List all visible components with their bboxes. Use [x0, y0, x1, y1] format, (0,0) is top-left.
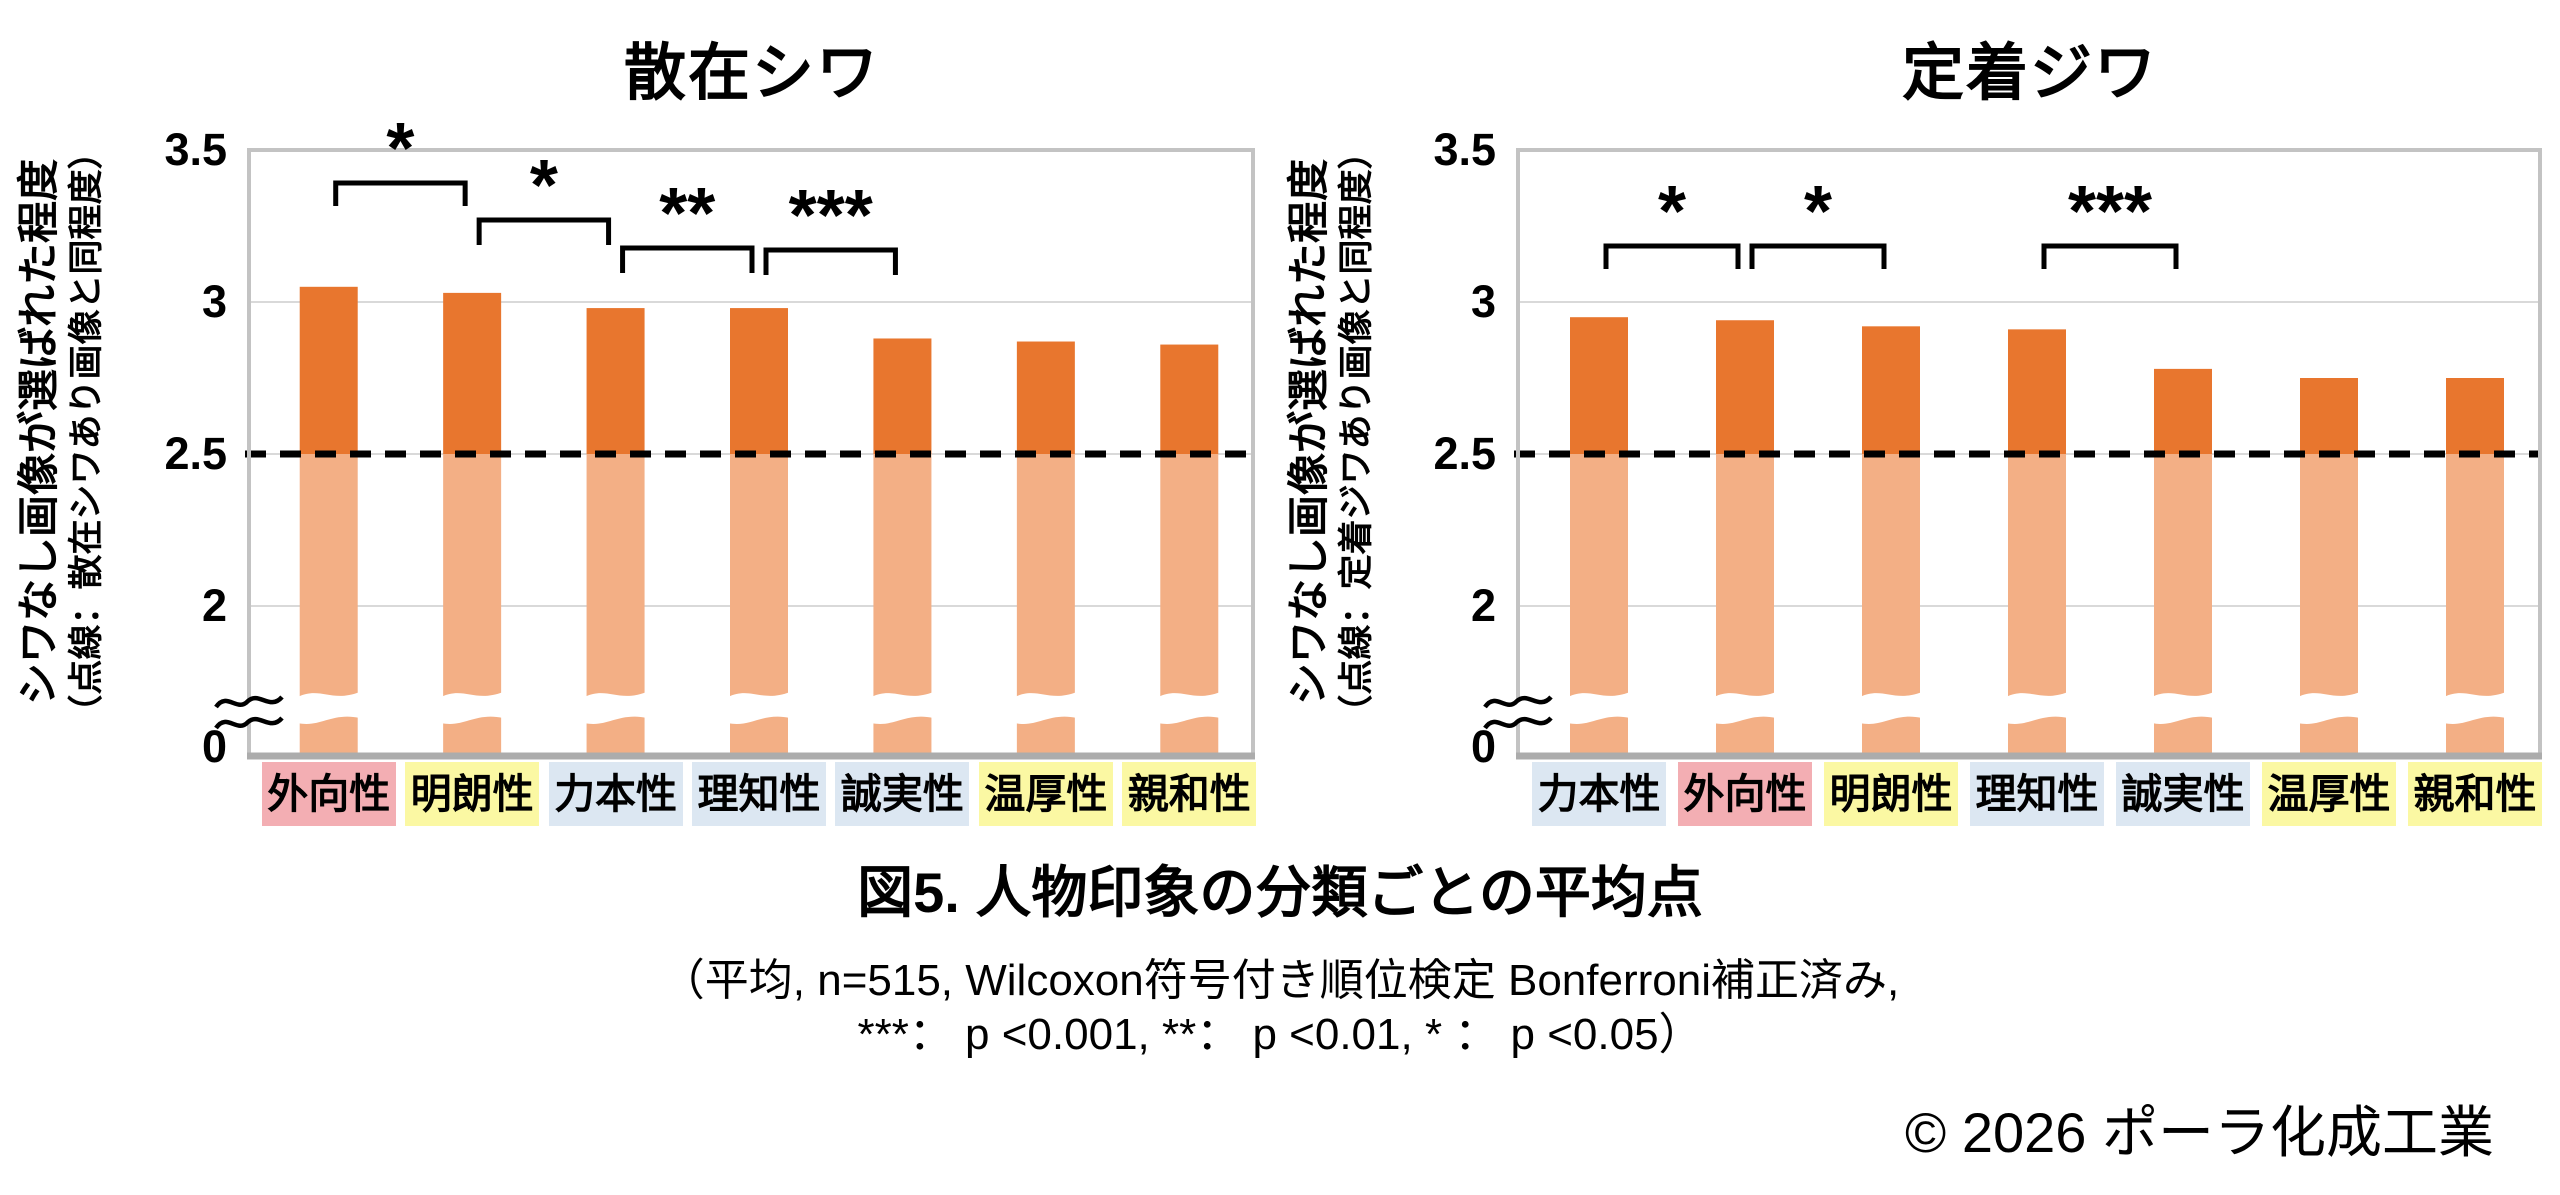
axis-break-icon-0 — [214, 695, 284, 709]
bar-value-segment-2 — [586, 308, 645, 454]
significance-bracket-1 — [1749, 243, 1887, 269]
copyright-text: © 2026 ポーラ化成工業 — [1905, 1101, 2494, 1164]
bar-break-gap-0 — [297, 692, 360, 724]
caption-note-line1: （平均, n=515, Wilcoxon符号付き順位検定 Bonferroni補… — [660, 956, 1900, 1005]
bar-break-gap-5 — [2298, 692, 2360, 724]
significance-bracket-0 — [333, 180, 468, 206]
figure-caption: 図5. 人物印象の分類ごとの平均点 — [857, 861, 1703, 924]
bar-value-segment-4 — [2154, 368, 2212, 454]
bar-value-segment-3 — [730, 308, 788, 454]
category-label-外向性: 外向性 — [261, 762, 396, 826]
significance-bracket-1 — [476, 217, 612, 245]
bar-break-gap-3 — [728, 692, 790, 724]
bar-value-segment-1 — [1716, 320, 1774, 454]
significance-label-1: * — [530, 146, 558, 226]
bar-value-segment-1 — [443, 292, 502, 454]
category-label-理知性: 理知性 — [1970, 762, 2104, 826]
significance-label-2: *** — [2068, 172, 2152, 252]
bar-light-segment-1 — [1716, 454, 1774, 706]
bar-light-segment-3 — [2008, 454, 2066, 706]
bar-value-segment-4 — [873, 338, 932, 454]
bar-break-gap-2 — [584, 692, 647, 724]
bar-value-segment-6 — [1160, 344, 1219, 454]
bar-break-gap-5 — [1014, 692, 1077, 724]
bar-value-segment-3 — [2008, 329, 2066, 454]
category-label-親和性: 親和性 — [2408, 762, 2542, 826]
category-label-明朗性: 明朗性 — [405, 762, 540, 826]
bar-break-gap-1 — [441, 692, 504, 724]
category-label-誠実性: 誠実性 — [835, 762, 970, 826]
bar-break-gap-3 — [2006, 692, 2068, 724]
bar-value-segment-6 — [2446, 378, 2504, 454]
y-tick-3: 3 — [1470, 276, 1496, 327]
category-label-明朗性: 明朗性 — [1824, 762, 1958, 826]
category-label-外向性: 外向性 — [1678, 762, 1812, 826]
bar-value-segment-0 — [299, 286, 358, 454]
bar-light-segment-4 — [873, 454, 932, 706]
category-label-温厚性: 温厚性 — [2262, 762, 2396, 826]
y-axis-label-left-main: シワなし画像が選ばれた程度 — [15, 158, 62, 706]
bar-break-gap-4 — [2152, 692, 2214, 724]
y-axis-label-right-main: シワなし画像が選ばれた程度 — [1285, 158, 1332, 706]
significance-label-1: * — [1804, 172, 1832, 252]
y-tick-0: 0 — [1470, 721, 1496, 772]
bar-break-gap-6 — [2444, 692, 2506, 724]
caption-note-line2: ***： p <0.001, **： p <0.01, * ： p <0.05） — [857, 1010, 1703, 1059]
significance-label-0: * — [386, 109, 414, 189]
significance-bracket-0 — [1603, 243, 1741, 269]
significance-label-3: *** — [789, 176, 873, 256]
y-tick-2-5: 2.5 — [1433, 428, 1496, 479]
bar-light-segment-6 — [1160, 454, 1219, 706]
axis-break-icon-1 — [214, 716, 284, 730]
significance-bracket-2 — [2041, 243, 2179, 269]
significance-label-0: * — [1658, 172, 1686, 252]
significance-bracket-3 — [763, 247, 898, 275]
significance-label-2: ** — [659, 174, 715, 254]
category-label-理知性: 理知性 — [692, 762, 826, 826]
bar-break-gap-0 — [1568, 692, 1630, 724]
category-label-親和性: 親和性 — [1122, 762, 1257, 826]
bar-light-segment-3 — [730, 454, 788, 706]
y-tick-3-5: 3.5 — [1433, 124, 1496, 175]
category-label-力本性: 力本性 — [548, 762, 683, 826]
y-tick-3: 3 — [201, 276, 227, 327]
y-tick-2: 2 — [1470, 580, 1496, 631]
bar-break-gap-1 — [1714, 692, 1776, 724]
y-tick-0: 0 — [201, 721, 227, 772]
category-label-誠実性: 誠実性 — [2116, 762, 2250, 826]
bar-light-segment-6 — [2446, 454, 2504, 706]
bar-value-segment-5 — [1016, 341, 1075, 454]
chart-title-fixed-wrinkles: 定着ジワ — [1901, 39, 2159, 108]
bar-break-gap-2 — [1860, 692, 1922, 724]
y-tick-2-5: 2.5 — [164, 428, 227, 479]
category-label-力本性: 力本性 — [1532, 762, 1666, 826]
axis-break-icon-1 — [1483, 716, 1553, 730]
bar-break-gap-6 — [1158, 692, 1221, 724]
bar-light-segment-5 — [2300, 454, 2358, 706]
bar-light-segment-2 — [586, 454, 645, 706]
axis-break-icon-0 — [1483, 695, 1553, 709]
y-tick-2: 2 — [201, 580, 227, 631]
bar-light-segment-5 — [1016, 454, 1075, 706]
category-label-温厚性: 温厚性 — [978, 762, 1113, 826]
significance-bracket-2 — [620, 245, 755, 273]
bar-light-segment-0 — [1570, 454, 1628, 706]
bar-value-segment-2 — [1862, 326, 1920, 454]
chart-title-scattered-wrinkles: 散在シワ — [623, 39, 881, 108]
bar-value-segment-5 — [2300, 378, 2358, 454]
bar-value-segment-0 — [1570, 317, 1628, 454]
bar-light-segment-0 — [299, 454, 358, 706]
bar-light-segment-4 — [2154, 454, 2212, 706]
y-tick-3-5: 3.5 — [164, 124, 227, 175]
bar-break-gap-4 — [871, 692, 934, 724]
bar-light-segment-2 — [1862, 454, 1920, 706]
bar-light-segment-1 — [443, 454, 502, 706]
